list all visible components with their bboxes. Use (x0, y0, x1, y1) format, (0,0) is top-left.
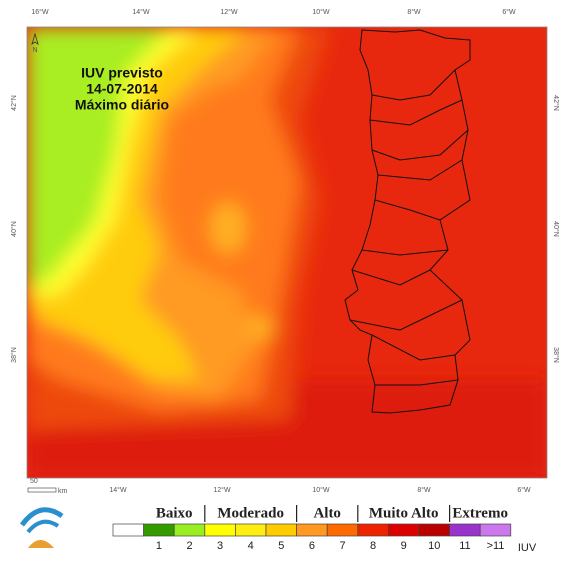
lon-label: 14°W (109, 486, 127, 494)
lat-label: 40°N (552, 221, 560, 237)
lon-label: 6°W (502, 8, 516, 16)
legend-value: 5 (278, 540, 284, 552)
map-title: IUV previsto (81, 65, 163, 81)
legend-value: 10 (428, 540, 440, 552)
uv-field (27, 27, 547, 478)
legend-swatch (326, 523, 359, 537)
portugal-outline (344, 29, 471, 414)
legend-group: Alto (313, 505, 341, 521)
lat-label: 42°N (552, 95, 560, 111)
scale-value: 50 (30, 478, 38, 485)
legend-value: 6 (309, 540, 315, 552)
legend-group: Muito Alto (369, 505, 439, 521)
lat-label: 42°N (10, 95, 18, 111)
legend-swatch (296, 523, 328, 537)
legend-swatch (204, 523, 236, 537)
legend-value: 1 (156, 540, 162, 552)
legend-swatch (143, 523, 175, 537)
scale-bar (27, 487, 57, 493)
legend-value: 11 (459, 540, 470, 552)
map-title: 14-07-2014 (86, 81, 158, 97)
map-frame (26, 26, 548, 479)
legend-group: Moderado (217, 505, 284, 521)
lat-label: 38°N (552, 347, 560, 363)
legend-group: Baixo (156, 505, 193, 521)
lat-label: 40°N (10, 221, 18, 237)
legend-swatch (112, 523, 144, 537)
scale-unit: km (58, 488, 68, 495)
north-label: N (32, 47, 37, 54)
legend-value: >11 (487, 540, 505, 552)
legend-swatch (265, 523, 297, 537)
legend-value: 7 (339, 540, 345, 552)
legend-value: 8 (370, 540, 376, 552)
north-arrow (31, 32, 39, 45)
lon-label: 14°W (132, 8, 150, 16)
map-title: Máximo diário (75, 97, 169, 113)
lon-label: 12°W (213, 486, 231, 494)
legend-swatch (479, 523, 512, 537)
lon-label: 10°W (312, 8, 330, 16)
logo (19, 507, 64, 548)
legend-value: 4 (248, 540, 254, 552)
lon-label: 16°W (31, 8, 49, 16)
legend-swatch (235, 523, 267, 537)
legend-value: 3 (217, 540, 223, 552)
lon-label: 6°W (517, 486, 531, 494)
legend-swatch (357, 523, 389, 537)
lon-label: 12°W (220, 8, 238, 16)
legend-value: 9 (401, 540, 407, 552)
lat-label: 38°N (10, 347, 18, 363)
legend-value: 2 (186, 540, 192, 552)
lon-label: 8°W (407, 8, 421, 16)
legend-unit: IUV (518, 542, 537, 554)
legend-swatch (418, 523, 450, 537)
lon-label: 10°W (312, 486, 330, 494)
lon-label: 8°W (417, 486, 431, 494)
legend-swatch (388, 523, 420, 537)
legend-swatch (173, 523, 206, 537)
legend-group: Extremo (452, 505, 508, 521)
legend-swatch (449, 523, 481, 537)
